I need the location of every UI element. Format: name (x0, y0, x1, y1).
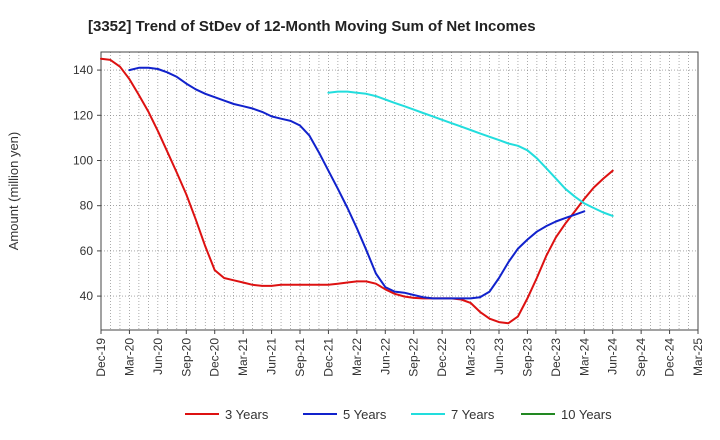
y-tick-label: 120 (73, 108, 93, 122)
x-tick-label: Mar-21 (236, 338, 250, 376)
x-tick-label: Mar-24 (577, 338, 591, 376)
chart-title: [3352] Trend of StDev of 12-Month Moving… (88, 18, 536, 35)
x-tick-label: Mar-20 (122, 338, 136, 376)
y-tick-label: 100 (73, 153, 93, 167)
x-tick-label: Dec-22 (435, 338, 449, 377)
grid (100, 52, 699, 330)
x-tick-label: Jun-20 (151, 338, 165, 375)
x-tick-label: Dec-23 (549, 338, 563, 377)
legend-label: 5 Years (343, 407, 387, 422)
x-tick-label: Jun-24 (606, 338, 620, 375)
x-tick-label: Mar-22 (350, 338, 364, 376)
series-line-3-years (100, 57, 614, 325)
legend-label: 10 Years (561, 407, 612, 422)
legend: 3 Years 5 Years 7 Years 10 Years (185, 407, 612, 422)
y-tick-label: 60 (80, 244, 94, 258)
y-axis-label: Amount (million yen) (6, 132, 21, 251)
x-tick-label: Dec-21 (321, 338, 335, 377)
series-line-7-years (327, 90, 614, 217)
x-tick-label: Mar-25 (691, 338, 705, 376)
y-axis: 40 60 80 100 120 140 (73, 63, 101, 303)
x-tick-label: Dec-19 (94, 338, 108, 377)
plot-frame (100, 51, 699, 331)
x-tick-label: Mar-23 (464, 338, 478, 376)
x-tick-label: Dec-20 (208, 338, 222, 377)
x-tick-label: Sep-23 (520, 338, 534, 377)
x-tick-label: Jun-22 (378, 338, 392, 375)
y-tick-label: 40 (80, 289, 94, 303)
x-tick-label: Dec-24 (663, 338, 677, 377)
legend-label: 7 Years (451, 407, 495, 422)
legend-label: 3 Years (225, 407, 269, 422)
x-tick-label: Sep-20 (179, 338, 193, 377)
y-tick-label: 140 (73, 63, 93, 77)
y-tick-label: 80 (80, 199, 94, 213)
series-group (100, 57, 614, 325)
x-tick-label: Jun-21 (265, 338, 279, 375)
x-tick-label: Sep-22 (407, 338, 421, 377)
series-line-5-years (128, 66, 586, 300)
x-tick-label: Jun-23 (492, 338, 506, 375)
x-tick-label: Sep-24 (634, 338, 648, 377)
x-tick-label: Sep-21 (293, 338, 307, 377)
x-axis: Dec-19 Mar-20 Jun-20 Sep-20 Dec-20 Mar-21 Jun-… (94, 330, 705, 377)
